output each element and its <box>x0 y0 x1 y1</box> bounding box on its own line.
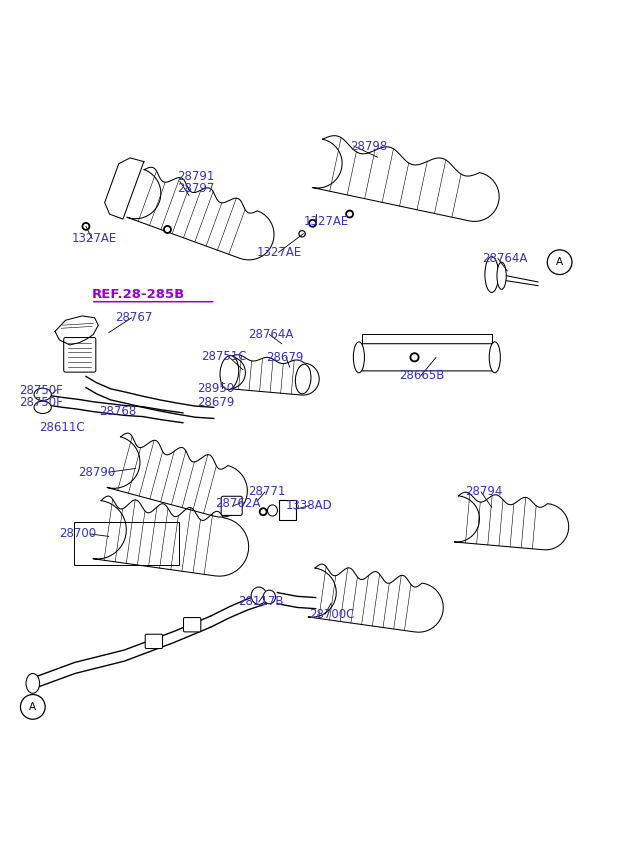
Ellipse shape <box>485 257 498 293</box>
Circle shape <box>348 212 352 216</box>
Polygon shape <box>93 496 249 576</box>
Ellipse shape <box>251 587 267 605</box>
Text: 1327AE: 1327AE <box>257 246 302 259</box>
Text: 28762A: 28762A <box>215 497 261 510</box>
Text: A: A <box>556 257 563 267</box>
Ellipse shape <box>489 342 500 373</box>
Text: 28798: 28798 <box>350 140 387 153</box>
Circle shape <box>309 220 316 227</box>
Polygon shape <box>105 158 144 219</box>
Polygon shape <box>107 433 248 517</box>
FancyBboxPatch shape <box>221 496 242 516</box>
Circle shape <box>410 353 419 361</box>
Ellipse shape <box>34 401 51 414</box>
Text: 28764A: 28764A <box>248 328 293 341</box>
Text: 28767: 28767 <box>115 311 152 324</box>
Circle shape <box>84 225 88 228</box>
Text: 28679: 28679 <box>197 396 235 409</box>
Text: REF.28-285B: REF.28-285B <box>92 287 185 301</box>
Circle shape <box>346 210 353 218</box>
Text: 28950: 28950 <box>197 382 234 394</box>
Ellipse shape <box>263 590 275 604</box>
FancyBboxPatch shape <box>357 343 496 371</box>
Polygon shape <box>454 492 569 550</box>
Text: 1338AD: 1338AD <box>286 499 333 512</box>
Ellipse shape <box>295 365 311 393</box>
Text: 28700C: 28700C <box>310 608 355 621</box>
Polygon shape <box>313 136 499 221</box>
Ellipse shape <box>34 388 51 400</box>
Text: 28797: 28797 <box>176 181 214 194</box>
Polygon shape <box>127 167 274 260</box>
Circle shape <box>412 354 417 360</box>
Circle shape <box>164 226 171 233</box>
Text: 28611C: 28611C <box>39 421 85 433</box>
Text: 28764A: 28764A <box>482 252 528 265</box>
Circle shape <box>261 510 265 514</box>
FancyBboxPatch shape <box>145 634 163 649</box>
Circle shape <box>166 227 170 232</box>
Polygon shape <box>308 564 443 633</box>
Text: 28700: 28700 <box>59 527 97 540</box>
Ellipse shape <box>497 262 506 289</box>
Circle shape <box>259 508 267 516</box>
FancyBboxPatch shape <box>279 500 296 520</box>
Text: 28750F: 28750F <box>19 396 63 409</box>
Text: 28791: 28791 <box>176 170 214 183</box>
Text: 28665B: 28665B <box>399 370 444 382</box>
Circle shape <box>20 695 45 719</box>
Text: 28790: 28790 <box>78 466 115 478</box>
FancyBboxPatch shape <box>64 338 96 372</box>
Ellipse shape <box>220 355 239 389</box>
Text: 28751C: 28751C <box>201 349 247 363</box>
Text: 28117B: 28117B <box>238 595 284 608</box>
Circle shape <box>547 250 572 275</box>
Circle shape <box>82 223 90 230</box>
Text: 28794: 28794 <box>465 485 503 499</box>
Polygon shape <box>55 316 98 345</box>
Ellipse shape <box>353 342 365 373</box>
Text: A: A <box>29 702 37 711</box>
Text: 28768: 28768 <box>100 405 137 418</box>
Text: 28771: 28771 <box>248 485 285 499</box>
FancyBboxPatch shape <box>183 617 201 632</box>
Text: 28750F: 28750F <box>19 383 63 397</box>
Ellipse shape <box>267 505 277 516</box>
Circle shape <box>300 232 304 236</box>
Ellipse shape <box>26 673 40 694</box>
Text: 1327AE: 1327AE <box>72 232 117 245</box>
Polygon shape <box>228 354 319 395</box>
Circle shape <box>299 231 305 237</box>
Text: 1327AE: 1327AE <box>303 215 348 228</box>
Circle shape <box>311 221 314 225</box>
Text: 28679: 28679 <box>266 351 304 364</box>
